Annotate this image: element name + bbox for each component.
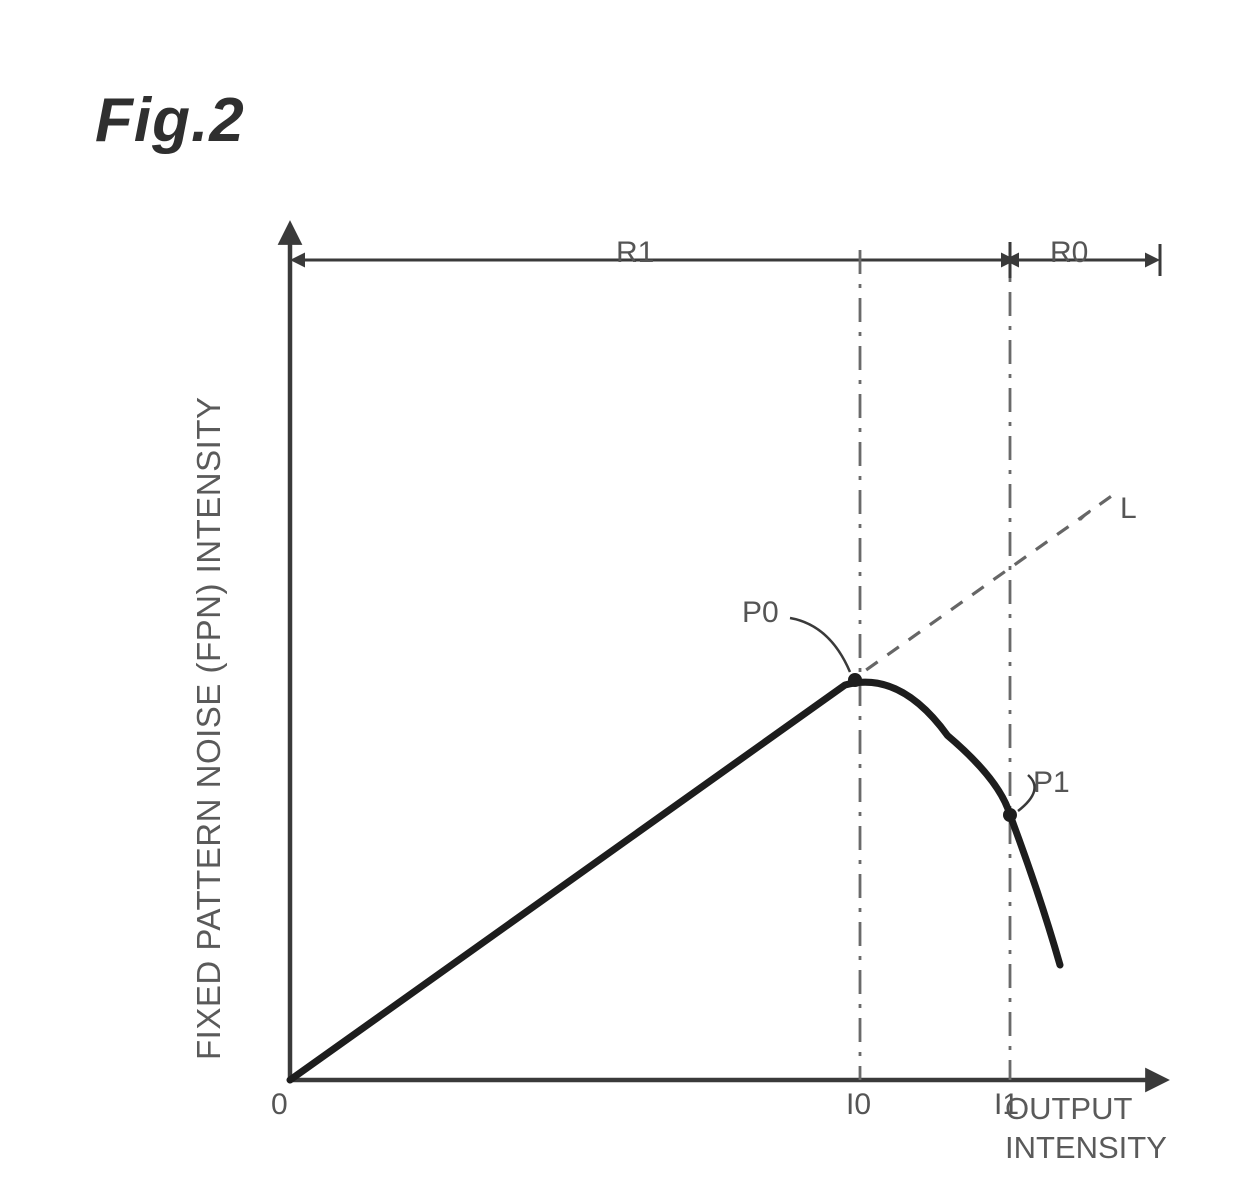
point-P1-label: P1 xyxy=(1033,766,1070,800)
range-R0-label: R0 xyxy=(1050,236,1088,270)
x-axis-label: OUTPUTINTENSITY xyxy=(1005,1090,1167,1168)
point-P0-label: P0 xyxy=(742,596,779,630)
plot-area xyxy=(240,210,1200,1170)
tick-I0: I0 xyxy=(846,1088,871,1122)
line-L-label: L xyxy=(1120,492,1137,526)
figure-title: Fig.2 xyxy=(95,85,245,156)
range-R1-label: R1 xyxy=(616,236,654,270)
origin-label: 0 xyxy=(271,1088,288,1122)
y-axis-label: FIXED PATTERN NOISE (FPN) INTENSITY xyxy=(190,280,228,1060)
